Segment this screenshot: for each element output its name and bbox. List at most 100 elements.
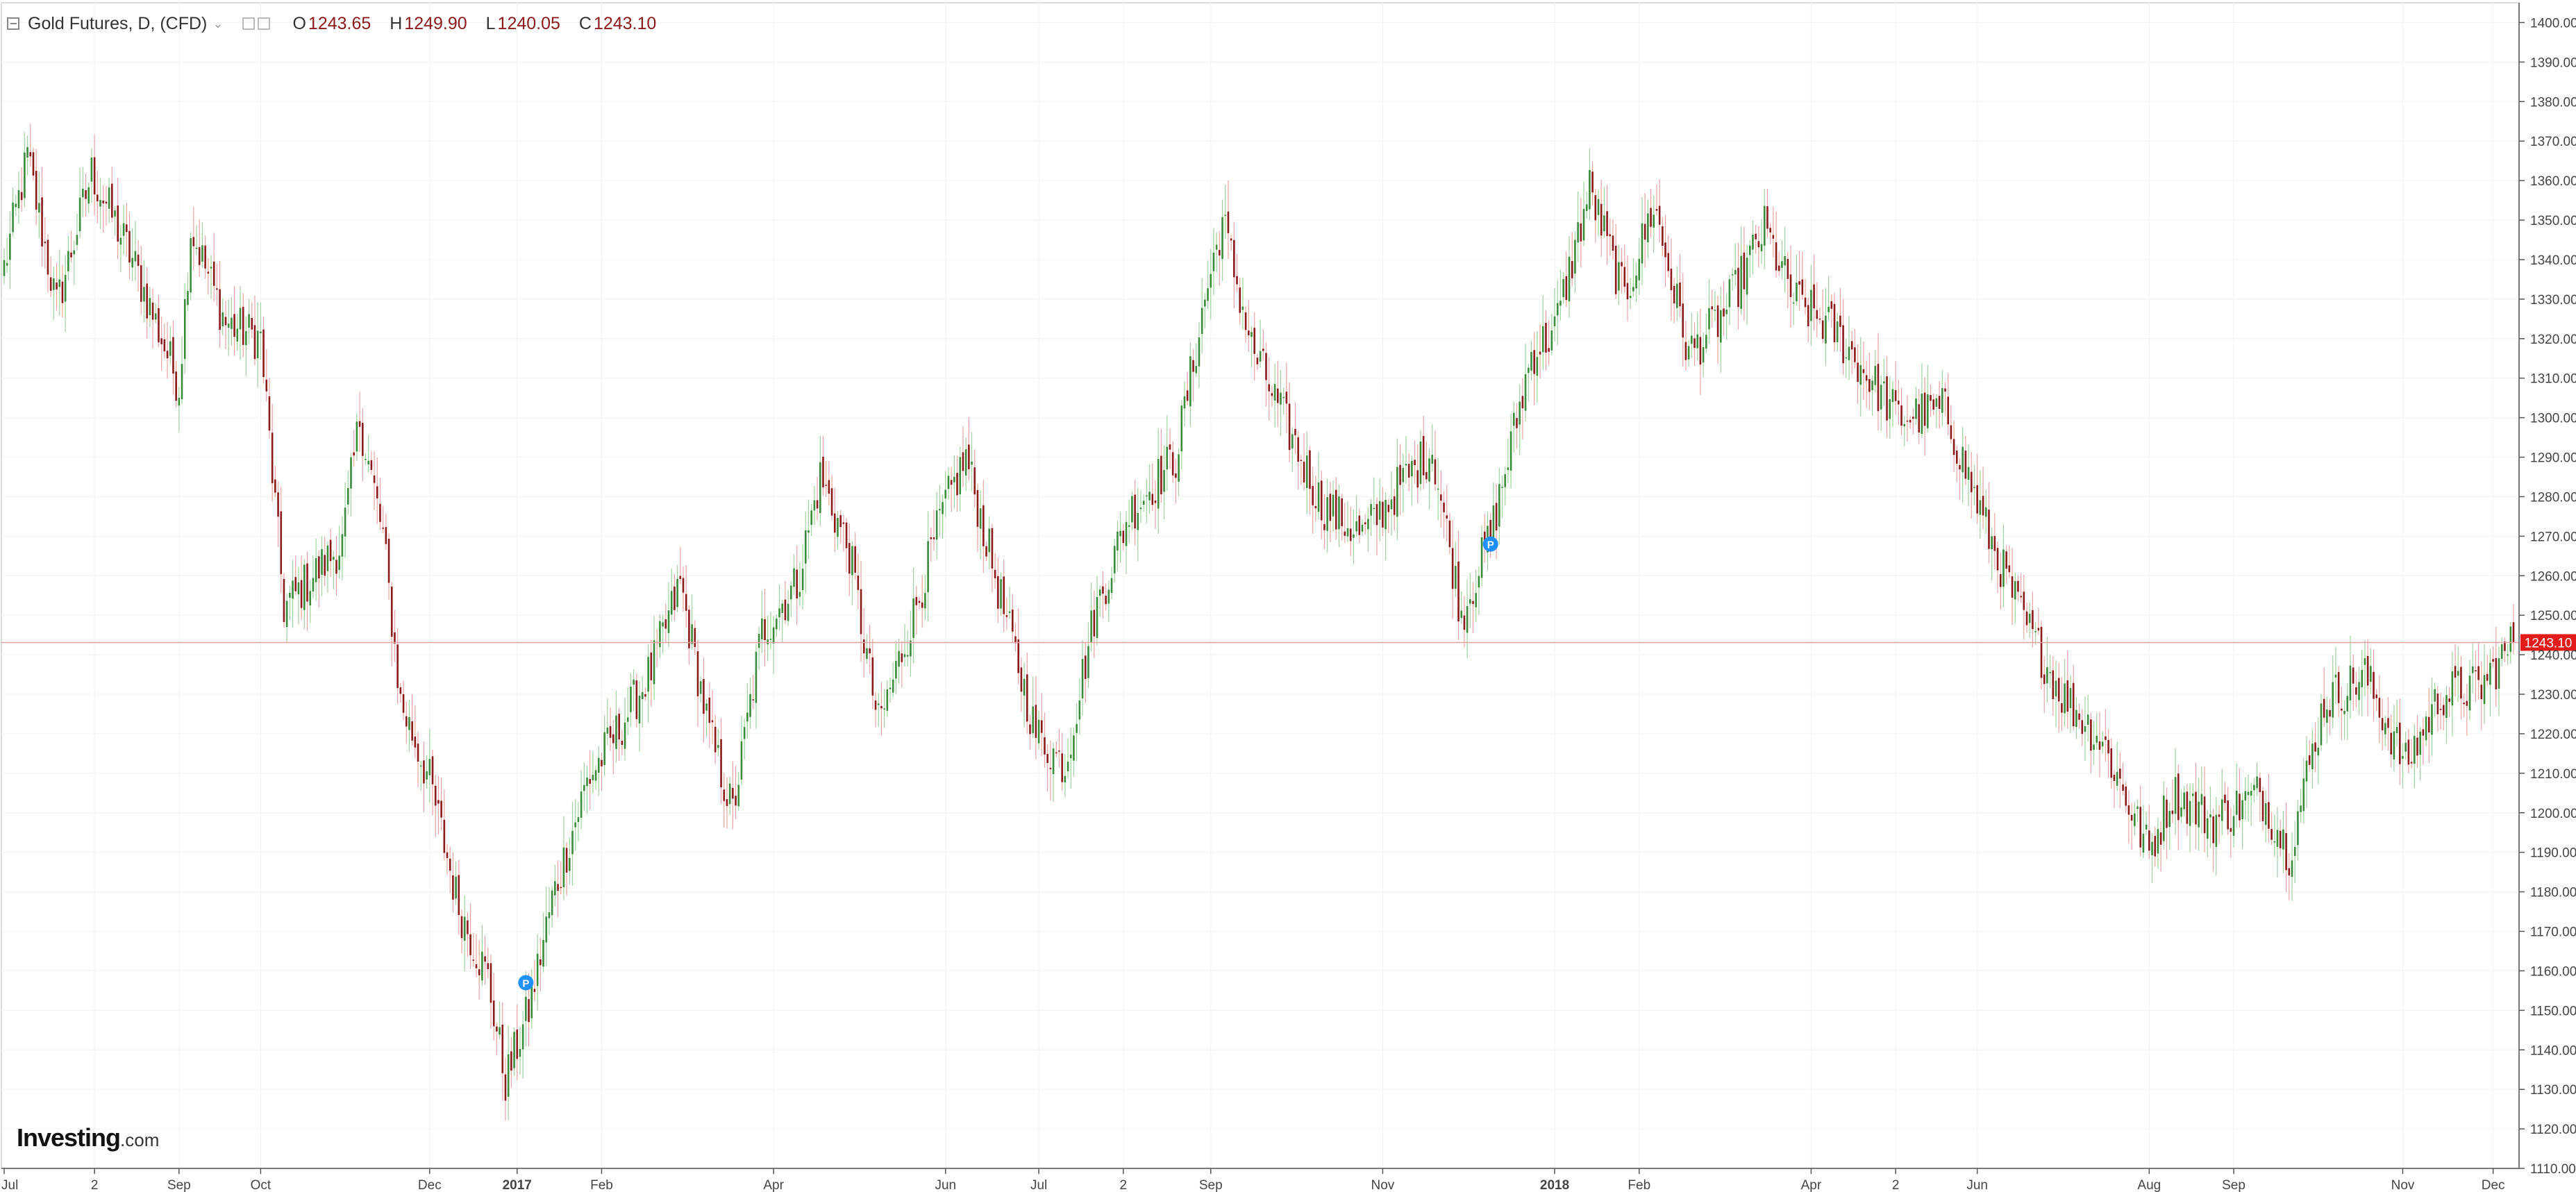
candle-body [1984, 507, 1987, 517]
candle-body [426, 771, 428, 780]
candle-body [1128, 525, 1130, 527]
candle-body [749, 694, 751, 717]
candle-body [2293, 846, 2296, 856]
close-icon[interactable] [258, 17, 271, 30]
candle-body [2270, 829, 2273, 840]
candle-body [633, 679, 635, 685]
candle-body [711, 720, 714, 723]
y-tick-label: 1330.00 [2530, 293, 2576, 308]
y-tick-label: 1400.00 [2530, 16, 2576, 31]
candle-body [2244, 791, 2247, 801]
candle-body [1341, 498, 1343, 526]
candle-body [472, 959, 475, 961]
candle-body [2028, 613, 2031, 623]
candle-body [837, 517, 839, 537]
y-tick-label: 1380.00 [2530, 95, 2576, 110]
candle-body [1407, 464, 1410, 478]
candle-body [2300, 805, 2302, 812]
candle-body [2436, 693, 2439, 714]
candle-body [621, 740, 624, 745]
candle-body [767, 639, 769, 645]
candle-body [1329, 494, 1332, 521]
candle-body [385, 527, 387, 544]
candle-body [2075, 710, 2077, 728]
candle-body [1312, 485, 1314, 505]
candle-body [557, 884, 559, 891]
candle-body [1693, 338, 1696, 349]
candle-body [361, 423, 364, 456]
x-tick-label: 2 [91, 1178, 99, 1192]
candle-body [889, 687, 892, 689]
candle-body [1058, 750, 1060, 752]
candle-body [703, 679, 705, 714]
candle-body [746, 712, 748, 722]
y-tick-label: 1250.00 [2530, 609, 2576, 623]
candle-body [1877, 364, 1880, 412]
candle-body [542, 940, 544, 967]
candle-body [1142, 501, 1145, 505]
candle-body [399, 687, 402, 694]
candle-body [1055, 752, 1057, 754]
candle-body [688, 610, 690, 648]
candle-body [504, 1074, 507, 1101]
candle-body [1098, 589, 1101, 596]
candle-body [2439, 709, 2442, 710]
chart-title[interactable]: Gold Futures, D, (CFD) [28, 13, 208, 33]
candle-body [554, 881, 556, 896]
candle-body [2398, 722, 2401, 764]
candle-body [1478, 576, 1480, 588]
candle-body [2052, 670, 2055, 700]
candle-body [382, 528, 384, 529]
candle-body [1816, 310, 1818, 319]
candle-body [2086, 714, 2089, 725]
candle-body [959, 457, 962, 494]
candle-body [1728, 279, 1731, 308]
candle-body [1821, 320, 1824, 339]
candle-body [1775, 242, 1778, 271]
candle-body [1743, 252, 1746, 289]
candle-body [1673, 285, 1675, 304]
candle-body [857, 576, 860, 590]
candle-body [813, 500, 816, 511]
settings-icon[interactable] [242, 17, 256, 30]
candle-body [2457, 671, 2459, 676]
candle-body [1894, 390, 1897, 401]
chevron-down-icon[interactable]: ⌄ [212, 16, 224, 31]
candle-body [1781, 261, 1783, 268]
candle-body [256, 330, 259, 359]
candle-body [1425, 471, 1428, 480]
candle-body [2466, 700, 2468, 706]
candle-body [1582, 208, 1585, 241]
candle-body [1585, 204, 1588, 211]
candle-body [1548, 348, 1550, 352]
candle-body [1294, 428, 1296, 435]
candle-body [1119, 530, 1121, 537]
candle-body [1457, 561, 1460, 622]
candle-body [991, 528, 994, 569]
candle-body [1259, 351, 1262, 362]
candle-body [2159, 832, 2162, 845]
candle-body [784, 599, 787, 621]
candle-body [1375, 504, 1378, 526]
candle-body [452, 875, 454, 900]
candle-body [262, 329, 265, 378]
candle-body [696, 651, 699, 696]
candle-body [221, 312, 224, 327]
candle-body [1845, 357, 1848, 359]
candle-body [2468, 675, 2471, 711]
candle-body [318, 556, 320, 579]
candle-body [195, 247, 198, 249]
candle-body [1399, 464, 1401, 485]
candle-body [594, 770, 597, 781]
candle-body [723, 789, 726, 801]
candle-body [1253, 328, 1256, 354]
candle-body [212, 261, 215, 286]
candle-body [2235, 790, 2238, 815]
candle-body [1146, 495, 1148, 497]
candle-body [163, 339, 166, 351]
candle-body [1107, 589, 1110, 604]
collapse-icon[interactable] [7, 17, 19, 30]
candle-body [2218, 814, 2220, 817]
